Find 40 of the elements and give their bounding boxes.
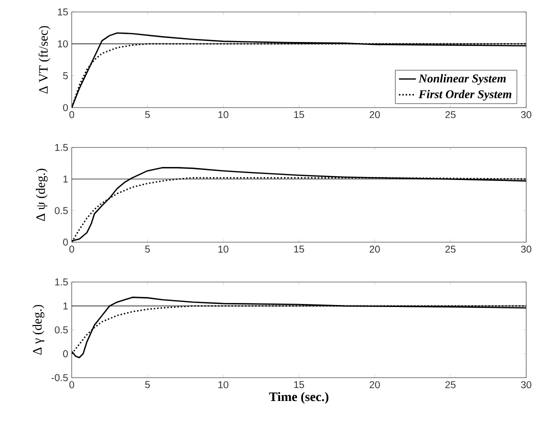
y-tick-label: 0	[63, 238, 68, 246]
x-tick-label: 10	[218, 381, 228, 388]
x-tick-label: 25	[445, 381, 456, 388]
x-axis-title: Time (sec.)	[269, 392, 328, 404]
y-tick-label: 1	[63, 176, 68, 183]
x-tick-label: 0	[69, 381, 74, 388]
legend-label: First Order System	[418, 90, 512, 101]
y-tick-label: 0.5	[54, 207, 68, 214]
x-tick-label: 5	[145, 381, 150, 388]
x-tick-label: 5	[145, 111, 150, 118]
y-tick-label: 1.5	[55, 144, 68, 152]
x-tick-label: 25	[445, 246, 456, 253]
y-tick-label: 15	[58, 8, 68, 16]
x-tick-label: 15	[294, 111, 304, 118]
x-tick-label: 0	[69, 111, 74, 118]
x-tick-label: 15	[294, 381, 304, 388]
y-tick-label: 1.5	[55, 278, 68, 286]
y-tick-label: 1	[63, 302, 68, 310]
x-tick-label: 10	[218, 246, 228, 253]
x-tick-label: 30	[521, 246, 532, 253]
x-tick-label: 30	[521, 381, 532, 388]
x-tick-label: 0	[69, 246, 74, 253]
x-tick-label: 20	[370, 246, 380, 253]
y-tick-label: 10	[58, 40, 68, 48]
x-tick-label: 20	[370, 381, 380, 388]
legend-label: Nonlinear System	[418, 74, 506, 86]
y-tick-label: 0.5	[54, 326, 68, 334]
x-tick-label: 10	[218, 111, 228, 118]
x-tick-label: 25	[445, 111, 456, 118]
x-tick-label: 20	[370, 111, 380, 118]
y-tick-label: 0	[63, 350, 68, 358]
y-tick-label: -0.5	[52, 374, 68, 382]
y-tick-label: 0	[63, 104, 68, 112]
y-tick-label: 5	[63, 72, 68, 80]
y-axis-title: Δ γ (deg.)	[32, 305, 44, 356]
y-axis-title: Δ ψ (deg.)	[36, 168, 48, 222]
x-tick-label: 30	[521, 111, 532, 118]
x-tick-label: 5	[145, 246, 150, 253]
y-axis-title: Δ VT (ft/sec)	[38, 26, 50, 94]
x-tick-label: 15	[294, 246, 304, 253]
